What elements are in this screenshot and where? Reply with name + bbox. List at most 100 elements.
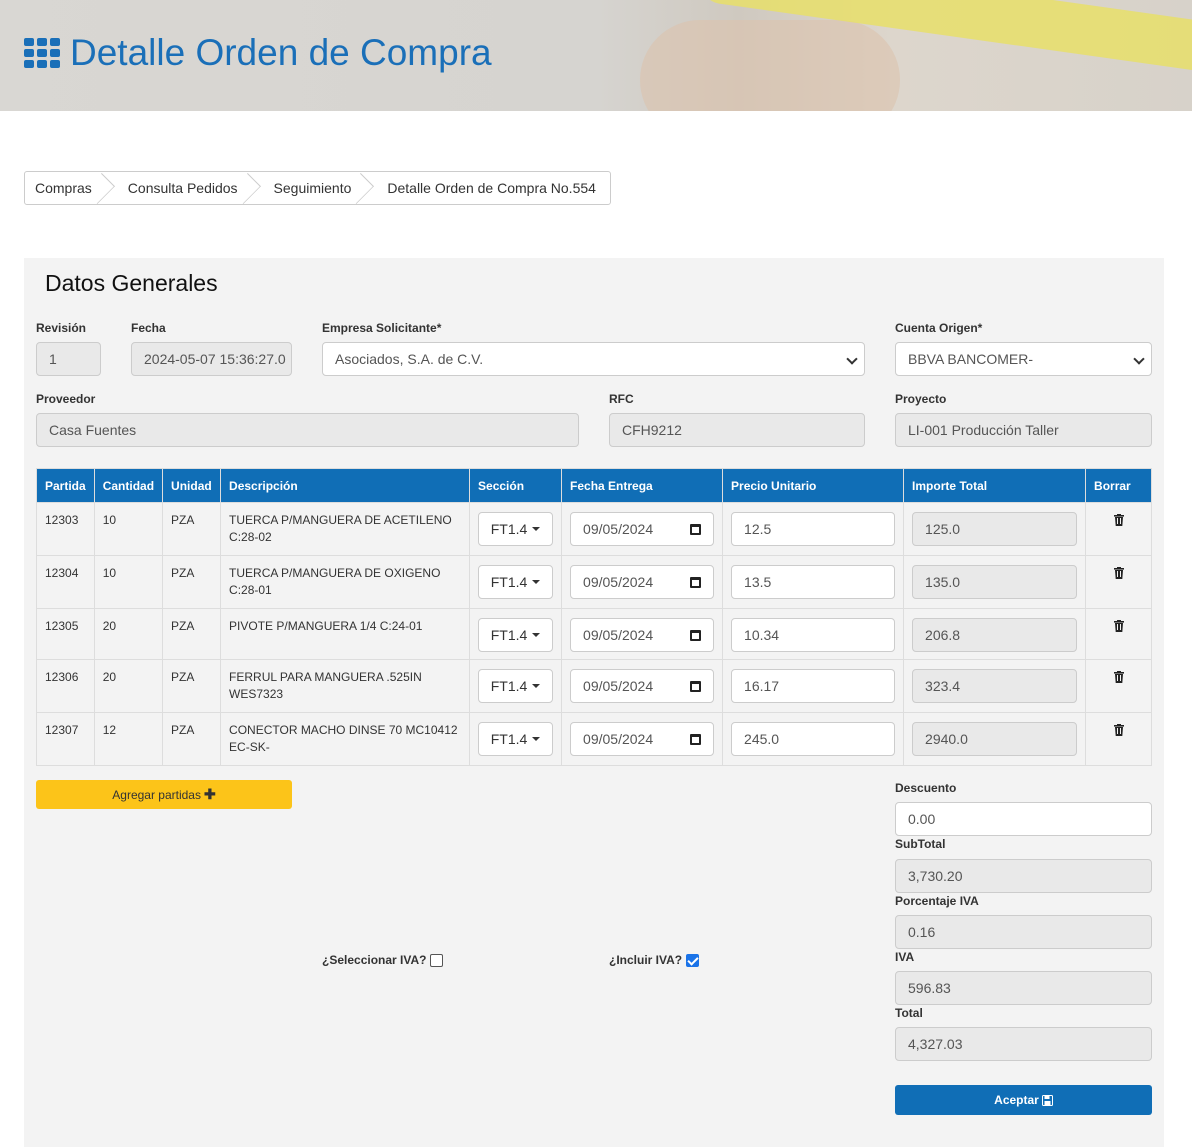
breadcrumb-seguimiento[interactable]: Seguimiento (252, 172, 366, 204)
header-background-image (640, 20, 900, 111)
importe-total-field: 323.4 (912, 669, 1078, 703)
trash-icon[interactable] (1113, 567, 1124, 579)
descripcion-cell: TUERCA P/MANGUERA DE ACETILENO C:28-02 (220, 502, 471, 556)
descripcion-cell: PIVOTE P/MANGUERA 1/4 C:24-01 (220, 608, 471, 660)
precio-unitario-input[interactable]: 12.5 (731, 512, 896, 546)
col-unidad: Unidad (162, 468, 222, 503)
revision-label: Revisión (36, 321, 87, 335)
page-title: Detalle Orden de Compra (24, 32, 492, 74)
precio-unitario-input[interactable]: 13.5 (731, 565, 896, 599)
total-label: Total (895, 1006, 923, 1020)
precio-unitario-input[interactable]: 10.34 (731, 618, 896, 652)
importe-total-field: 206.8 (912, 618, 1078, 652)
empresa-select[interactable]: Asociados, S.A. de C.V. (322, 342, 865, 376)
rfc-label: RFC (609, 392, 634, 406)
col-borrar: Borrar (1085, 468, 1152, 503)
descripcion-cell: TUERCA P/MANGUERA DE OXIGENO C:28-01 (220, 555, 471, 609)
page-header: Detalle Orden de Compra (0, 0, 1192, 111)
descripcion-cell: CONECTOR MACHO DINSE 70 MC10412 EC-SK- (220, 712, 471, 766)
caret-down-icon (532, 527, 541, 531)
table-row: 12303 10 PZA TUERCA P/MANGUERA DE ACETIL… (36, 502, 1152, 556)
aceptar-button[interactable]: Aceptar (895, 1085, 1152, 1115)
fecha-entrega-input[interactable]: 09/05/2024 (570, 512, 715, 546)
breadcrumb-consulta-pedidos[interactable]: Consulta Pedidos (106, 172, 252, 204)
partida-cell: 12304 (36, 555, 95, 609)
proyecto-label: Proyecto (895, 392, 947, 406)
subtotal-field: 3,730.20 (895, 859, 1152, 893)
incluir-iva: ¿Incluir IVA? (609, 953, 700, 967)
seccion-dropdown[interactable]: FT1.4 (478, 722, 554, 756)
importe-total-field: 135.0 (912, 565, 1078, 599)
col-precio-unitario: Precio Unitario (722, 468, 905, 503)
fecha-entrega-input[interactable]: 09/05/2024 (570, 565, 715, 599)
col-fecha-entrega: Fecha Entrega (561, 468, 724, 503)
trash-icon[interactable] (1113, 620, 1124, 632)
partida-cell: 12306 (36, 659, 95, 713)
table-row: 12307 12 PZA CONECTOR MACHO DINSE 70 MC1… (36, 712, 1152, 766)
revision-field: 1 (36, 342, 101, 376)
caret-down-icon (532, 737, 541, 741)
col-cantidad: Cantidad (93, 468, 164, 503)
proveedor-label: Proveedor (36, 392, 96, 406)
table-row: 12305 20 PZA PIVOTE P/MANGUERA 1/4 C:24-… (36, 608, 1152, 660)
table-row: 12306 20 PZA FERRUL PARA MANGUERA .525IN… (36, 659, 1152, 713)
calendar-icon[interactable] (690, 576, 702, 588)
calendar-icon[interactable] (690, 733, 702, 745)
save-icon (1041, 1094, 1053, 1106)
subtotal-label: SubTotal (895, 837, 946, 851)
fecha-entrega-input[interactable]: 09/05/2024 (570, 669, 715, 703)
partida-cell: 12307 (36, 712, 95, 766)
cuenta-select[interactable]: BBVA BANCOMER- (895, 342, 1152, 376)
importe-total-field: 2940.0 (912, 722, 1078, 756)
caret-down-icon (532, 633, 541, 637)
th-grid-icon (24, 38, 60, 68)
unidad-cell: PZA (162, 502, 222, 556)
calendar-icon[interactable] (690, 523, 702, 535)
caret-down-icon (532, 684, 541, 688)
col-importe-total: Importe Total (903, 468, 1087, 503)
unidad-cell: PZA (162, 555, 222, 609)
precio-unitario-input[interactable]: 245.0 (731, 722, 896, 756)
col-descripcion: Descripción (220, 468, 471, 503)
descuento-field[interactable]: 0.00 (895, 802, 1152, 836)
seccion-dropdown[interactable]: FT1.4 (478, 618, 554, 652)
iva-label: IVA (895, 950, 915, 964)
porcentaje-iva-label: Porcentaje IVA (895, 894, 979, 908)
col-partida: Partida (36, 468, 95, 503)
seleccionar-iva-checkbox[interactable] (430, 953, 444, 967)
fecha-field: 2024-05-07 15:36:27.0 (131, 342, 292, 376)
cantidad-cell: 10 (93, 502, 164, 556)
calendar-icon[interactable] (690, 629, 702, 641)
rfc-field: CFH9212 (609, 413, 865, 447)
incluir-iva-checkbox[interactable] (686, 953, 700, 967)
cantidad-cell: 10 (93, 555, 164, 609)
seccion-dropdown[interactable]: FT1.4 (478, 565, 554, 599)
cantidad-cell: 20 (93, 608, 164, 660)
calendar-icon[interactable] (690, 680, 702, 692)
fecha-entrega-input[interactable]: 09/05/2024 (570, 722, 715, 756)
plus-icon: ✚ (203, 786, 216, 802)
descripcion-cell: FERRUL PARA MANGUERA .525IN WES7323 (220, 659, 471, 713)
agregar-partidas-button[interactable]: Agregar partidas ✚ (36, 780, 292, 809)
importe-total-field: 125.0 (912, 512, 1078, 546)
porcentaje-iva-field: 0.16 (895, 915, 1152, 949)
seccion-dropdown[interactable]: FT1.4 (478, 512, 554, 546)
datos-generales-panel: Datos Generales Revisión 1 Fecha 2024-05… (24, 258, 1164, 1147)
unidad-cell: PZA (162, 659, 222, 713)
proveedor-field: Casa Fuentes (36, 413, 579, 447)
partidas-table: Partida Cantidad Unidad Descripción Secc… (36, 468, 1152, 766)
proyecto-field: LI-001 Producción Taller (895, 413, 1152, 447)
trash-icon[interactable] (1113, 514, 1124, 526)
precio-unitario-input[interactable]: 16.17 (731, 669, 896, 703)
descuento-label: Descuento (895, 781, 957, 795)
trash-icon[interactable] (1113, 671, 1124, 683)
fecha-entrega-input[interactable]: 09/05/2024 (570, 618, 715, 652)
unidad-cell: PZA (162, 712, 222, 766)
iva-field: 596.83 (895, 971, 1152, 1005)
breadcrumb-compras[interactable]: Compras (25, 172, 106, 204)
total-field: 4,327.03 (895, 1027, 1152, 1061)
cantidad-cell: 20 (93, 659, 164, 713)
seccion-dropdown[interactable]: FT1.4 (478, 669, 554, 703)
trash-icon[interactable] (1113, 724, 1124, 736)
breadcrumb-current: Detalle Orden de Compra No.554 (387, 180, 596, 196)
